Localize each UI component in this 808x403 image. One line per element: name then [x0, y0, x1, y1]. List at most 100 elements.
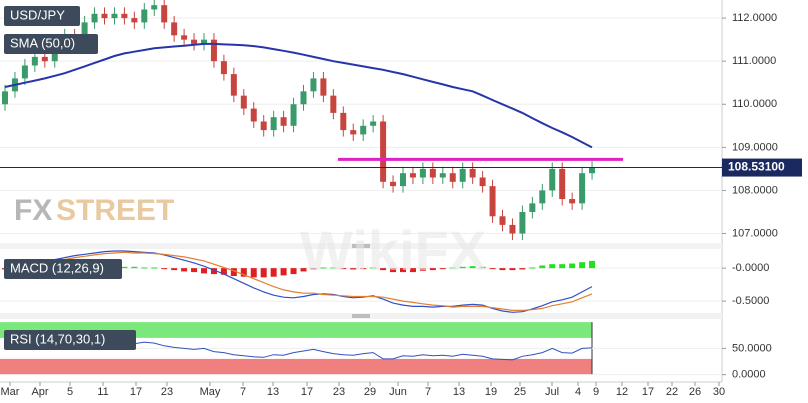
histogram-bar	[539, 265, 546, 269]
candle-body	[370, 121, 377, 126]
histogram-bar	[121, 266, 128, 269]
candle-body	[380, 121, 387, 182]
legend-label: RSI (14,70,30,1)	[10, 331, 105, 346]
histogram-bar	[250, 268, 257, 278]
histogram-bar	[340, 268, 347, 270]
candle-body	[300, 91, 307, 105]
legend-box	[4, 259, 122, 279]
candle-body	[290, 104, 297, 126]
histogram-bar	[459, 266, 466, 269]
x-tick-label: 30	[713, 386, 725, 398]
watermark: FX STREET WikiFX	[14, 194, 486, 282]
x-tick-label: 23	[161, 386, 173, 398]
histogram-bar	[350, 268, 357, 270]
x-tick-label: Jun	[389, 386, 407, 398]
histogram-bar	[469, 266, 476, 269]
x-tick-label: 4	[575, 386, 581, 398]
candle-body	[449, 173, 456, 182]
histogram-bar	[151, 267, 158, 269]
candle-body	[350, 130, 357, 135]
panel-divider	[0, 313, 722, 319]
candle-body	[220, 61, 227, 75]
candle-body	[161, 5, 168, 23]
histogram-bar	[201, 268, 207, 274]
histogram-bar	[579, 262, 586, 269]
x-tick-label: 9	[593, 386, 599, 398]
x-tick-label: 19	[485, 386, 497, 398]
candle-body	[479, 177, 486, 187]
oversold-zone	[0, 358, 592, 375]
candle-body	[519, 211, 526, 234]
histogram-bar	[181, 268, 188, 272]
x-tick-label: 17	[130, 386, 142, 398]
histogram-bar	[529, 267, 536, 269]
legend-label: USD/JPY	[10, 7, 65, 22]
watermark-street: STREET	[56, 194, 174, 227]
candle-body	[549, 168, 556, 191]
histogram-bar	[370, 267, 377, 269]
candle-body	[330, 95, 337, 113]
candle-body	[320, 78, 327, 96]
candle-body	[559, 168, 566, 200]
legend-label: SMA (50,0)	[10, 35, 75, 50]
x-tick-label: 12	[616, 386, 628, 398]
y-tick-label: 107.0000	[732, 227, 778, 239]
y-tick-label: 112.0000	[732, 12, 777, 24]
candle-body	[529, 203, 536, 212]
histogram-bar	[131, 266, 138, 269]
candle-body	[191, 39, 198, 44]
histogram-bar	[260, 268, 267, 278]
candle-body	[310, 78, 317, 92]
legend-box	[4, 34, 98, 54]
candle-body	[111, 13, 118, 19]
panel-divider	[0, 243, 722, 249]
candle-body	[340, 112, 347, 131]
x-tick-label: 17	[642, 386, 654, 398]
legend-box	[4, 330, 136, 350]
y-tick-label: 50.0000	[732, 342, 772, 354]
candle-body	[171, 22, 178, 36]
histogram-bar	[171, 268, 178, 271]
candle-body	[469, 168, 476, 178]
y-tick-label: -0.0000	[732, 262, 769, 274]
candle-body	[81, 22, 88, 40]
histogram-bar	[439, 268, 446, 270]
x-tick-label: 13	[453, 386, 465, 398]
candle-body	[260, 121, 267, 131]
histogram-bar	[400, 268, 406, 273]
histogram-bar	[320, 267, 327, 269]
candle-body	[210, 39, 217, 62]
y-tick-label: 108.0000	[732, 184, 778, 196]
candle-body	[91, 13, 98, 23]
y-tick-label: 0.0000	[732, 369, 766, 381]
x-tick-label: 29	[364, 386, 376, 398]
x-tick-label: May	[200, 386, 221, 398]
candle-body	[141, 9, 148, 23]
legend-label: MACD (12,26,9)	[10, 260, 104, 275]
histogram-bar	[409, 268, 416, 273]
histogram-bar	[429, 268, 436, 271]
candle-body	[230, 74, 237, 96]
y-tick-label: -0.5000	[732, 295, 769, 307]
histogram-bar	[240, 268, 247, 277]
histogram-bar	[479, 266, 486, 269]
candle-body	[250, 108, 257, 122]
x-tick-label: Apr	[31, 386, 48, 398]
signal-line	[4, 251, 593, 311]
candle-body	[121, 13, 128, 19]
candle-body	[280, 117, 287, 126]
histogram-bar	[220, 268, 227, 275]
histogram-bar	[390, 268, 397, 273]
candle-body	[459, 168, 466, 182]
candle-body	[429, 168, 436, 178]
histogram-bar	[489, 268, 496, 270]
candle-body	[390, 181, 397, 187]
sma-line	[4, 42, 593, 149]
histogram-bar	[270, 268, 277, 277]
x-tick-label: 11	[97, 386, 108, 398]
candle-body	[270, 117, 277, 131]
candle-body	[439, 173, 446, 178]
candle-body	[589, 167, 596, 174]
candle-body	[419, 168, 426, 178]
y-tick-label: 111.0000	[732, 55, 776, 67]
